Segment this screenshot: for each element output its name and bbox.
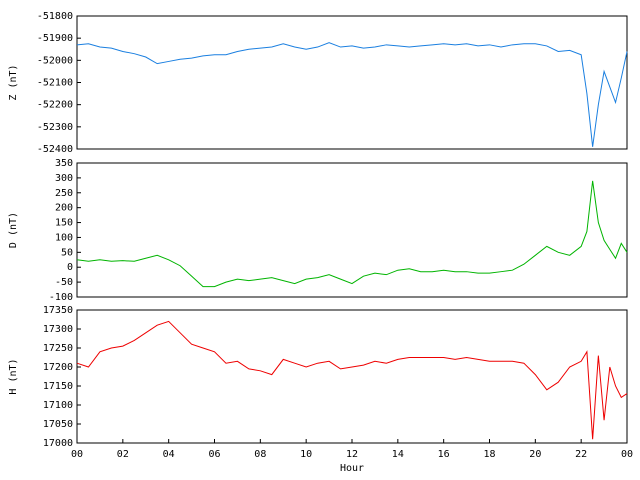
x-tick-label: 10 [300,449,312,460]
y-tick-label: 350 [55,158,73,169]
plot-frame [76,309,628,444]
x-tick-label: 16 [438,449,450,460]
x-tick-label: 22 [575,449,587,460]
y-axis-label: H (nT) [8,358,19,394]
y-tick-label: 200 [55,203,73,214]
y-tick-label: -51900 [37,33,73,44]
y-tick-label: 17150 [43,381,73,392]
data-line [76,180,628,288]
y-tick-label: 0 [67,262,73,273]
y-tick-label: 17300 [43,324,73,335]
y-tick-label: -51800 [37,11,73,22]
data-line [76,42,628,147]
y-tick-label: -52200 [37,100,73,111]
y-tick-label: 17050 [43,419,73,430]
x-tick-label: 00 [71,449,83,460]
y-tick-label: -52000 [37,55,73,66]
plot-frame [76,162,628,298]
x-tick-label: 20 [529,449,541,460]
x-tick-label: 06 [208,449,220,460]
x-tick-label: 00 [621,449,633,460]
y-tick-label: 17000 [43,438,73,449]
y-tick-label: 17250 [43,343,73,354]
y-axis-label: Z (nT) [8,64,19,100]
y-tick-label: 17200 [43,362,73,373]
y-tick-label: 250 [55,188,73,199]
y-tick-label: 150 [55,218,73,229]
y-tick-label: -52300 [37,122,73,133]
y-tick-label: 17100 [43,400,73,411]
data-line [76,320,628,440]
y-tick-label: -50 [55,277,73,288]
y-tick-label: 17350 [43,305,73,316]
y-tick-label: -52400 [37,144,73,155]
y-tick-label: -100 [49,292,73,303]
y-tick-label: 50 [61,247,73,258]
y-tick-label: 100 [55,232,73,243]
x-tick-label: 08 [254,449,266,460]
x-tick-label: 02 [117,449,129,460]
x-tick-label: 04 [163,449,175,460]
plot-frame [76,15,628,150]
x-tick-label: 18 [483,449,495,460]
y-tick-label: -52100 [37,78,73,89]
x-tick-label: 14 [392,449,404,460]
y-axis-label: D (nT) [8,212,19,248]
y-tick-label: 300 [55,173,73,184]
x-axis-label: Hour [340,463,364,474]
x-tick-label: 12 [346,449,358,460]
